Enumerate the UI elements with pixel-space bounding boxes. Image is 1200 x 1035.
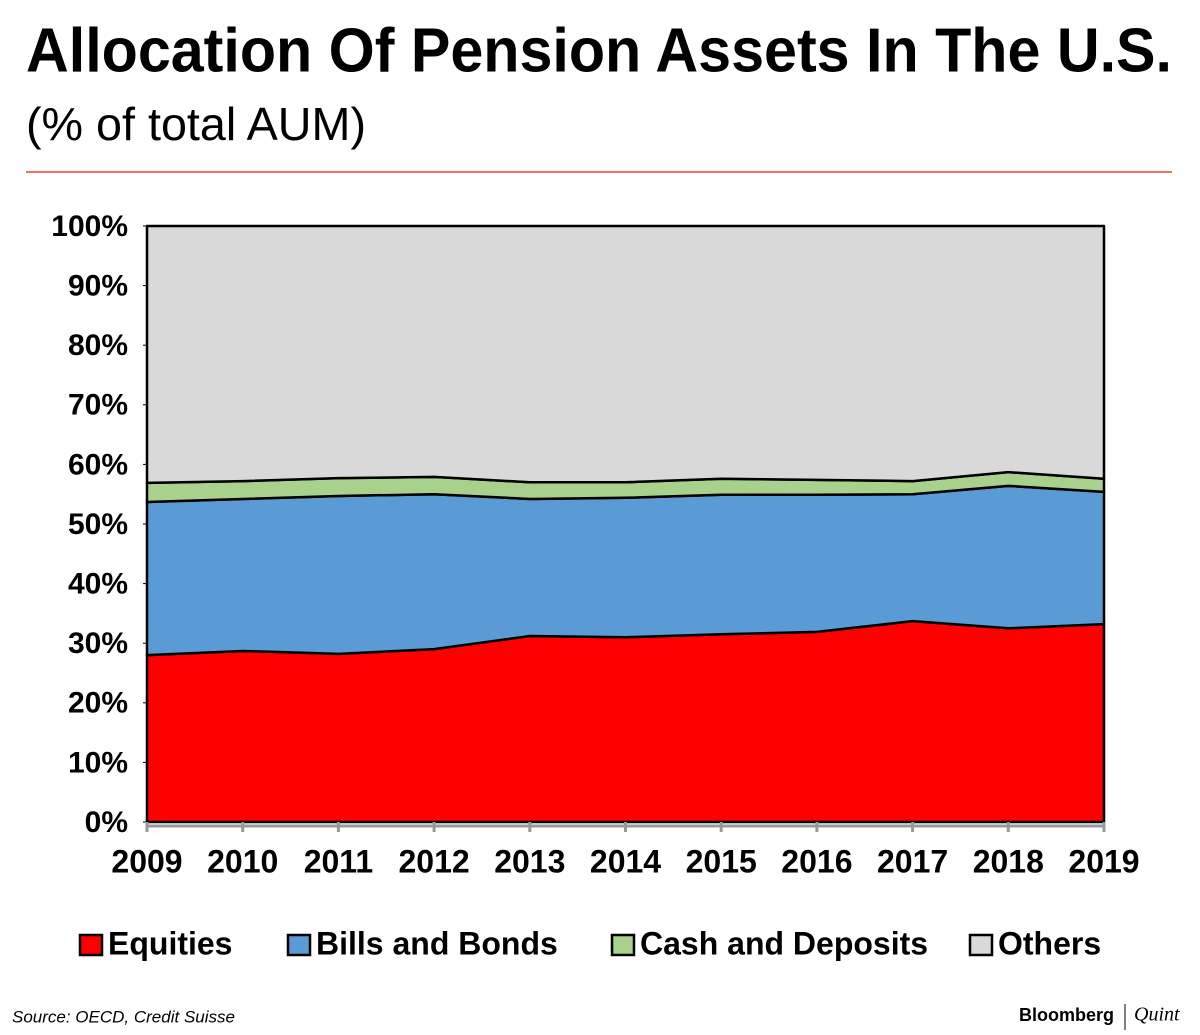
x-tick-label: 2010 xyxy=(207,843,278,879)
legend-label: Equities xyxy=(108,925,232,961)
chart-subtitle: (% of total AUM) xyxy=(26,98,366,150)
y-tick-label: 40% xyxy=(68,568,128,601)
y-tick-label: 60% xyxy=(68,448,128,481)
brand: Bloomberg xyxy=(1019,1005,1114,1025)
y-tick-label: 50% xyxy=(68,508,128,541)
chart-title: Allocation Of Pension Assets In The U.S. xyxy=(26,16,1172,85)
y-tick-label: 10% xyxy=(68,746,128,779)
legend-label: Cash and Deposits xyxy=(640,925,928,961)
legend-swatch xyxy=(78,933,104,957)
x-tick-label: 2011 xyxy=(304,843,373,879)
x-tick-label: 2012 xyxy=(399,843,470,879)
y-tick-label: 100% xyxy=(51,210,128,243)
y-tick-label: 90% xyxy=(68,270,128,303)
y-tick-label: 80% xyxy=(68,329,128,362)
y-tick-label: 20% xyxy=(68,687,128,720)
x-tick-label: 2018 xyxy=(973,843,1044,879)
legend-label: Others xyxy=(998,925,1101,961)
x-tick-label: 2009 xyxy=(111,843,182,879)
y-tick-label: 70% xyxy=(68,389,128,422)
x-tick-label: 2014 xyxy=(590,843,661,879)
x-tick-label: 2016 xyxy=(781,843,852,879)
x-tick-label: 2019 xyxy=(1068,843,1139,879)
source: Source: OECD, Credit Suisse xyxy=(12,1007,235,1026)
brand-suffix: Quint xyxy=(1134,1004,1180,1026)
legend-swatch xyxy=(968,933,994,957)
x-tick-label: 2015 xyxy=(686,843,757,879)
x-tick-label: 2013 xyxy=(494,843,565,879)
y-tick-label: 0% xyxy=(85,806,128,839)
legend-label: Bills and Bonds xyxy=(316,925,558,961)
legend-swatch xyxy=(610,933,636,957)
area xyxy=(145,224,1106,485)
legend-swatch xyxy=(286,933,312,957)
y-tick-label: 30% xyxy=(68,627,128,660)
x-tick-label: 2017 xyxy=(877,843,948,879)
